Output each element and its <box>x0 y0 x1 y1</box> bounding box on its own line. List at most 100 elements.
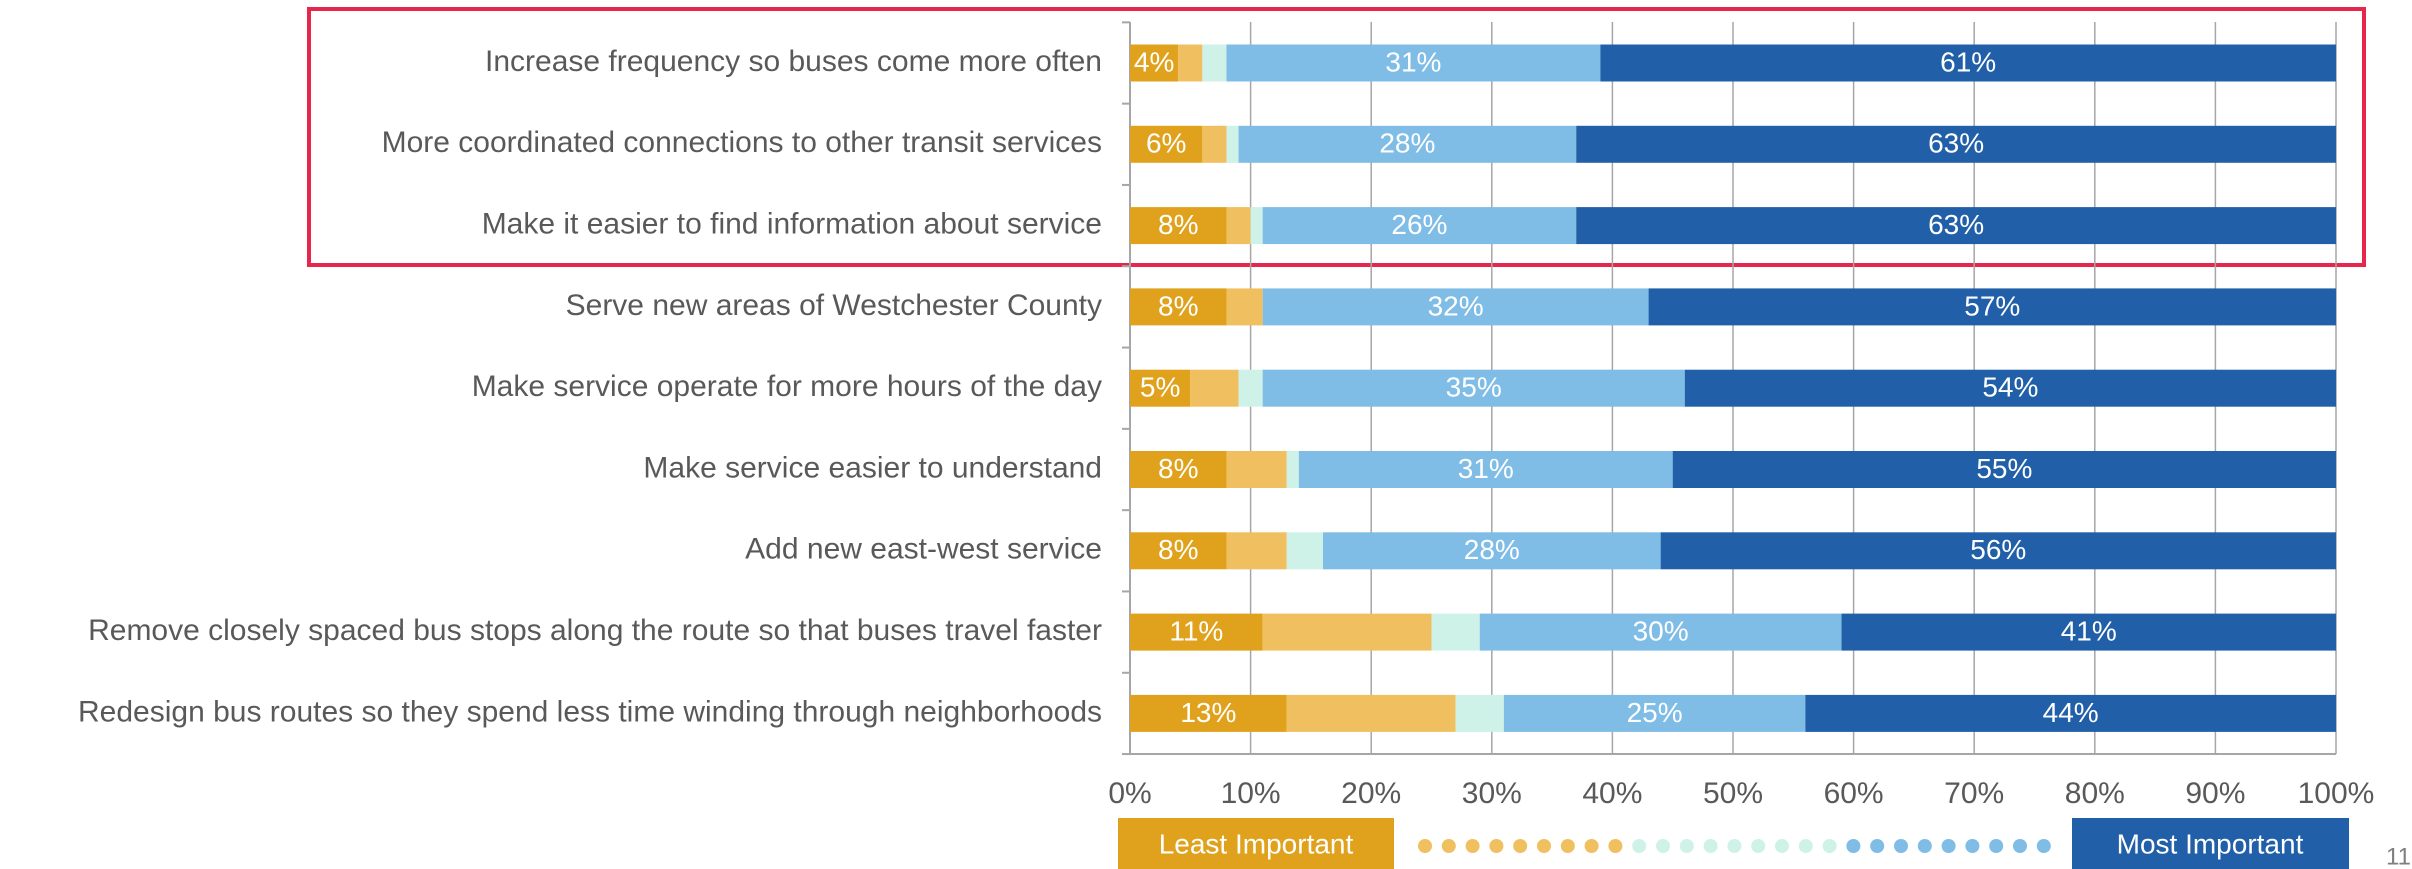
bar-segment <box>1226 451 1287 488</box>
data-label: 11% <box>1169 615 1223 646</box>
category-label: Make service operate for more hours of t… <box>472 370 1102 403</box>
legend-dot <box>1870 839 1885 853</box>
x-tick-label: 30% <box>1462 777 1522 810</box>
data-label: 8% <box>1158 453 1198 484</box>
x-tick-label: 100% <box>2298 777 2375 810</box>
bar-segment <box>1684 369 2336 407</box>
category-label: Add new east-west service <box>745 533 1102 566</box>
legend-dot <box>1894 839 1908 853</box>
data-label: 41% <box>2061 615 2117 646</box>
data-label: 55% <box>1976 453 2032 484</box>
legend-dot <box>2013 839 2027 853</box>
legend-dot <box>1846 839 1861 853</box>
x-tick-label: 40% <box>1582 777 1642 810</box>
bar-segment <box>1238 369 1263 407</box>
bar-segment <box>1130 532 1227 570</box>
data-label: 25% <box>1627 697 1683 728</box>
bar-segment <box>1431 613 1480 651</box>
legend-dot <box>1584 839 1599 853</box>
bar-segment <box>1226 125 1239 163</box>
legend-box <box>1118 818 1394 869</box>
legend-dot <box>1679 839 1694 853</box>
category-label: Remove closely spaced bus stops along th… <box>88 614 1102 647</box>
x-tick-label: 60% <box>1824 777 1884 810</box>
data-label: 56% <box>1970 534 2026 565</box>
x-tick-label: 20% <box>1341 777 1401 810</box>
x-tick-label: 10% <box>1221 777 1281 810</box>
legend-dot <box>1965 839 1980 853</box>
data-label: 44% <box>2043 697 2099 728</box>
data-label: 8% <box>1158 209 1198 240</box>
data-label: 61% <box>1940 46 1996 77</box>
data-label: 31% <box>1458 453 1514 484</box>
bar-segment <box>1672 451 2336 488</box>
legend-dot <box>1917 839 1932 853</box>
bar-segment <box>1805 694 2336 732</box>
bar-segment <box>1226 532 1287 570</box>
category-label: Serve new areas of Westchester County <box>566 289 1102 322</box>
legend-dot <box>1751 839 1766 853</box>
legend-dot <box>1513 839 1528 853</box>
legend-dot <box>1989 839 2004 853</box>
bar-segment <box>1322 532 1661 570</box>
category-label: More coordinated connections to other tr… <box>382 126 1102 159</box>
category-label: Make service easier to understand <box>643 451 1102 484</box>
data-label: 30% <box>1633 615 1689 646</box>
x-tick-label: 80% <box>2065 777 2125 810</box>
data-label: 31% <box>1385 46 1441 77</box>
x-tick-label: 90% <box>2185 777 2245 810</box>
bar-segment <box>1286 694 1456 732</box>
bar-segment <box>1226 44 1601 82</box>
data-label: 26% <box>1391 209 1447 240</box>
page-number: 11 <box>2386 843 2411 869</box>
data-label: 8% <box>1158 290 1198 321</box>
bar-segment <box>1226 207 1251 245</box>
bar-segment <box>1130 369 1191 407</box>
bar-segment <box>1202 125 1227 163</box>
legend-dot <box>1941 839 1956 853</box>
legend-dot <box>1537 839 1551 853</box>
bar-segment <box>1262 613 1432 651</box>
legend-dot <box>1489 839 1504 853</box>
category-label: Increase frequency so buses come more of… <box>485 45 1102 78</box>
x-tick-label: 50% <box>1703 777 1763 810</box>
legend-dot <box>1465 839 1480 853</box>
legend-dot <box>1798 839 1813 853</box>
bar-segment <box>1130 288 1227 326</box>
legend-label: Least Important <box>1159 828 1354 859</box>
highlight-box <box>307 7 2366 267</box>
bar-segment <box>1262 288 1649 326</box>
bar-segment <box>1250 207 1263 245</box>
bar-segment <box>1286 451 1299 488</box>
x-tick-label: 0% <box>1108 777 1151 810</box>
bar-segment <box>1226 288 1263 326</box>
bar-segment <box>1190 369 1239 407</box>
bar-segment <box>1841 613 2336 651</box>
bar-segment <box>1455 694 1504 732</box>
bar-segment <box>1130 613 1263 651</box>
bar-segment <box>1286 532 1323 570</box>
legend-dot <box>1418 839 1432 853</box>
data-label: 28% <box>1379 128 1435 159</box>
legend-dot <box>1703 839 1718 853</box>
bar-segment <box>1130 125 1203 163</box>
legend-label: Most Important <box>2117 828 2304 859</box>
data-label: 35% <box>1446 372 1502 403</box>
bar-segment <box>1202 44 1227 82</box>
bar-segment <box>1130 451 1227 488</box>
data-label: 13% <box>1180 697 1236 728</box>
bar-segment <box>1298 451 1673 488</box>
legend-dot <box>1608 839 1623 853</box>
legend-dot <box>1727 839 1742 853</box>
bar-segment <box>1238 125 1577 163</box>
bar-segment <box>1660 532 2336 570</box>
data-label: 6% <box>1146 128 1186 159</box>
bar-segment <box>1503 694 1806 732</box>
category-label: Make it easier to find information about… <box>482 208 1102 241</box>
legend-dot <box>2036 839 2051 853</box>
bar-segment <box>1130 207 1227 245</box>
bar-segment <box>1479 613 1842 651</box>
data-label: 57% <box>1964 290 2020 321</box>
bar-segment <box>1130 44 1179 82</box>
